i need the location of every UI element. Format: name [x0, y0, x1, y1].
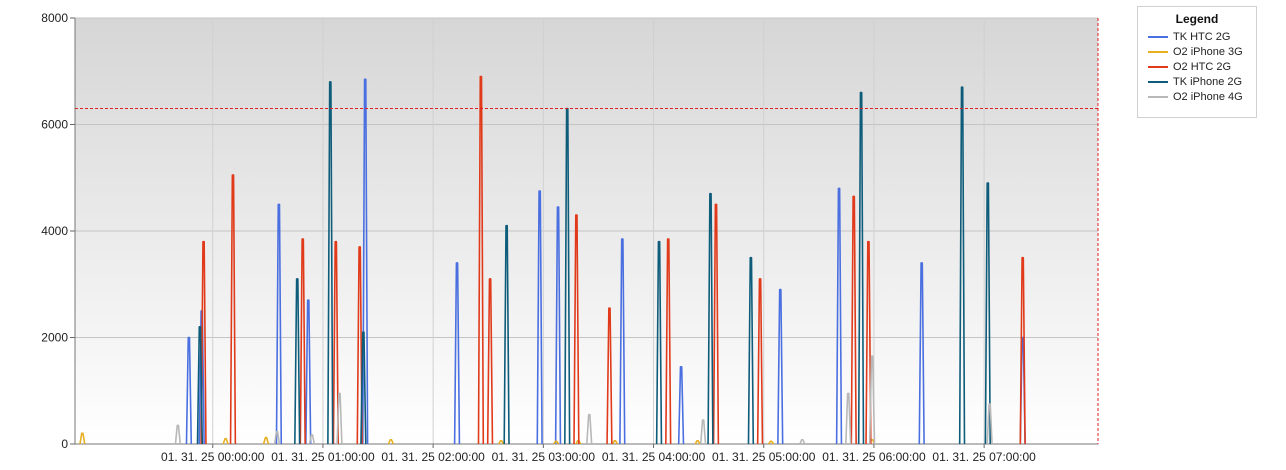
series-2-peak	[332, 240, 340, 445]
series-3-peak	[958, 86, 966, 445]
series-2-peak	[299, 238, 306, 445]
x-tick-label: 01. 31. 25 06:00:00	[822, 450, 926, 464]
series-0-peak	[185, 336, 193, 445]
series-0-peak	[835, 187, 843, 445]
series-3-peak	[747, 256, 755, 445]
y-tick-label: 4000	[41, 224, 68, 238]
series-0-peak	[918, 262, 925, 445]
series-2-peak	[477, 75, 485, 445]
series-1-peak	[611, 440, 619, 445]
legend-item: TK HTC 2G	[1138, 29, 1256, 44]
legend: Legend TK HTC 2G O2 iPhone 3G O2 HTC 2G TK …	[1137, 6, 1257, 118]
series-0-peak	[536, 190, 543, 445]
x-tick-label: 01. 31. 25 00:00:00	[161, 450, 265, 464]
legend-swatch	[1148, 65, 1168, 68]
series-1-peak	[498, 440, 505, 445]
series-2-peak	[573, 214, 580, 445]
series-2-peak	[356, 246, 363, 445]
y-tick-label: 0	[61, 437, 68, 451]
x-tick-label: 01. 31. 25 04:00:00	[602, 450, 706, 464]
series-3-peak	[655, 240, 663, 445]
x-tick-label: 01. 31. 25 02:00:00	[381, 450, 485, 464]
legend-item: O2 HTC 2G	[1138, 59, 1256, 74]
series-4-peak	[845, 392, 852, 445]
series-2-peak	[756, 278, 764, 445]
series-1-peak	[553, 440, 560, 445]
series-0-peak	[453, 262, 461, 445]
legend-swatch	[1148, 95, 1168, 98]
legend-label: TK HTC 2G	[1173, 30, 1231, 43]
series-0-peak	[275, 203, 283, 445]
series-3-peak	[984, 182, 992, 445]
series-1-peak	[768, 440, 775, 445]
legend-label: O2 iPhone 4G	[1173, 90, 1243, 103]
series-3-peak	[196, 326, 204, 445]
series-4-peak	[986, 403, 993, 445]
legend-label: O2 HTC 2G	[1173, 60, 1232, 73]
series-2-peak	[229, 174, 237, 445]
legend-swatch	[1148, 50, 1168, 53]
series-1-peak	[694, 440, 701, 445]
series-1-peak	[387, 438, 395, 445]
y-tick-label: 6000	[41, 118, 68, 132]
series-1-peak	[79, 432, 86, 445]
legend-label: O2 iPhone 3G	[1173, 45, 1243, 58]
series-3-peak	[857, 91, 865, 445]
series-2-peak	[665, 238, 672, 445]
legend-items: TK HTC 2G O2 iPhone 3G O2 HTC 2G TK iPhone …	[1138, 29, 1256, 104]
series-1-peak	[222, 437, 229, 445]
series-0-peak	[554, 206, 562, 445]
series-4-peak	[174, 424, 182, 445]
legend-item: O2 iPhone 4G	[1138, 89, 1256, 104]
series-2-peak	[865, 240, 872, 445]
legend-swatch	[1148, 80, 1168, 83]
series-2-peak	[606, 307, 613, 445]
series-1-peak	[262, 436, 270, 445]
y-tick-label: 2000	[41, 331, 68, 345]
series-4-peak	[336, 392, 343, 445]
x-tick-label: 01. 31. 25 01:00:00	[271, 450, 375, 464]
x-tick-label: 01. 31. 25 07:00:00	[932, 450, 1036, 464]
series-0-peak	[305, 299, 312, 445]
series-3-peak	[327, 81, 334, 445]
series-3-peak	[707, 192, 714, 445]
legend-label: TK iPhone 2G	[1173, 75, 1243, 88]
y-tick-label: 8000	[41, 11, 68, 25]
series-4-peak	[273, 430, 281, 445]
series-2-peak	[486, 278, 494, 445]
series-2-peak	[712, 203, 720, 445]
series-0-peak	[677, 365, 685, 445]
series-2-peak	[200, 240, 207, 445]
series-4-peak	[868, 355, 876, 445]
legend-title: Legend	[1175, 12, 1219, 26]
series-4-peak	[699, 419, 707, 445]
series-3-peak	[294, 278, 301, 445]
series-4-peak	[799, 438, 806, 445]
series-0-peak	[361, 78, 369, 445]
series-0-peak	[619, 238, 626, 445]
series-2-peak	[850, 195, 857, 445]
x-tick-label: 01. 31. 25 03:00:00	[492, 450, 596, 464]
legend-item: O2 iPhone 3G	[1138, 44, 1256, 59]
series-4-peak	[308, 434, 316, 445]
series-3-peak	[360, 331, 367, 445]
series-0-peak	[777, 288, 784, 445]
x-tick-label: 01. 31. 25 05:00:00	[712, 450, 816, 464]
series-4-peak	[586, 413, 593, 445]
series-2-peak	[1019, 256, 1026, 445]
series-3-peak	[503, 224, 510, 445]
legend-item: TK iPhone 2G	[1138, 74, 1256, 89]
legend-swatch	[1148, 35, 1168, 38]
